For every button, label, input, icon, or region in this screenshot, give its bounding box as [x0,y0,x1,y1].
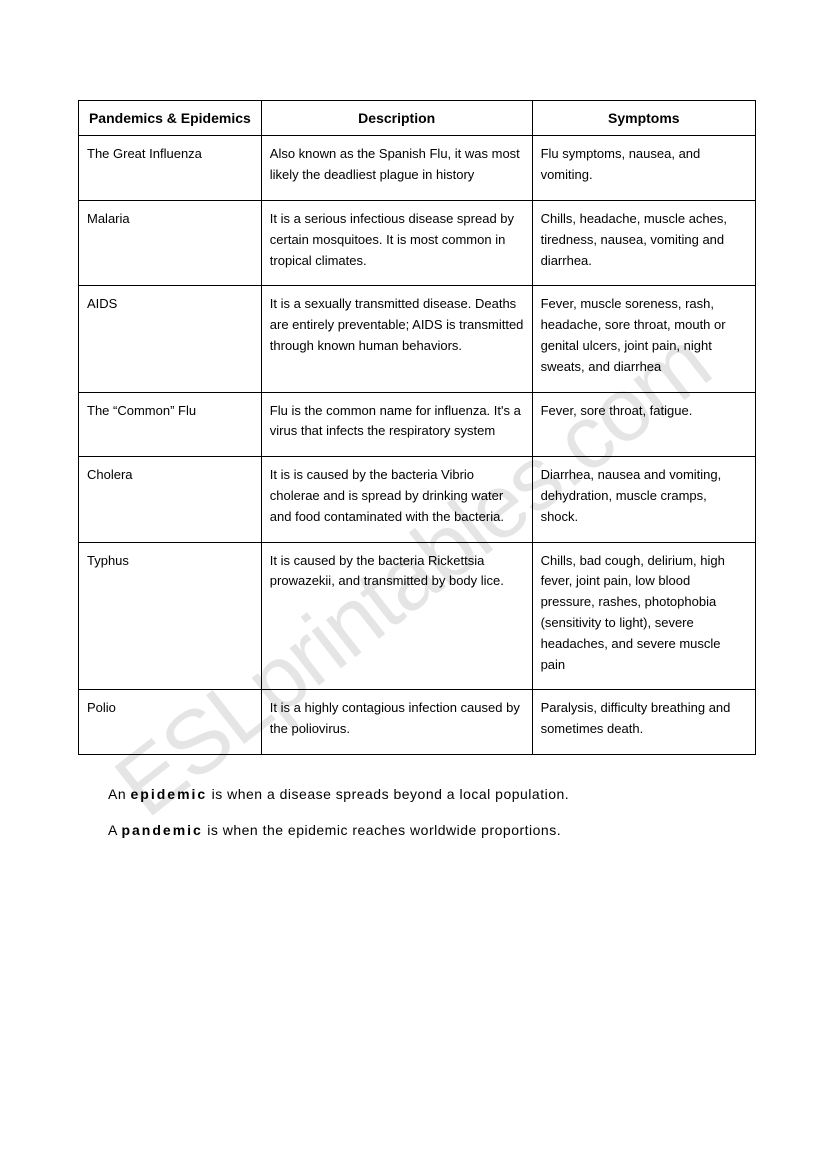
epidemic-definition: An epidemic is when a disease spreads be… [108,783,756,805]
disease-symptoms: Fever, muscle soreness, rash, headache, … [532,286,755,392]
table-row: The “Common” Flu Flu is the common name … [79,392,756,457]
definitions-section: An epidemic is when a disease spreads be… [78,783,756,842]
table-row: The Great Influenza Also known as the Sp… [79,136,756,201]
disease-name: Polio [79,690,262,755]
disease-name: The “Common” Flu [79,392,262,457]
disease-description: It is a highly contagious infection caus… [261,690,532,755]
disease-symptoms: Chills, bad cough, delirium, high fever,… [532,542,755,690]
table-header-row: Pandemics & Epidemics Description Sympto… [79,101,756,136]
table-row: Typhus It is caused by the bacteria Rick… [79,542,756,690]
disease-name: Typhus [79,542,262,690]
disease-symptoms: Flu symptoms, nausea, and vomiting. [532,136,755,201]
disease-name: The Great Influenza [79,136,262,201]
disease-symptoms: Diarrhea, nausea and vomiting, dehydrati… [532,457,755,542]
disease-name: Cholera [79,457,262,542]
disease-symptoms: Chills, headache, muscle aches, tirednes… [532,200,755,285]
diseases-table: Pandemics & Epidemics Description Sympto… [78,100,756,755]
disease-name: Malaria [79,200,262,285]
epidemic-term: epidemic [131,786,208,802]
table-row: Malaria It is a serious infectious disea… [79,200,756,285]
header-description: Description [261,101,532,136]
pandemic-term: pandemic [121,822,202,838]
pandemic-rest: is when the epidemic reaches worldwide p… [203,822,561,838]
table-row: Cholera It is is caused by the bacteria … [79,457,756,542]
disease-symptoms: Paralysis, difficulty breathing and some… [532,690,755,755]
disease-description: Flu is the common name for influenza. It… [261,392,532,457]
disease-description: Also known as the Spanish Flu, it was mo… [261,136,532,201]
pandemic-prefix: A [108,822,121,838]
table-row: AIDS It is a sexually transmitted diseas… [79,286,756,392]
header-pandemics: Pandemics & Epidemics [79,101,262,136]
disease-symptoms: Fever, sore throat, fatigue. [532,392,755,457]
table-row: Polio It is a highly contagious infectio… [79,690,756,755]
disease-description: It is caused by the bacteria Rickettsia … [261,542,532,690]
header-symptoms: Symptoms [532,101,755,136]
epidemic-rest: is when a disease spreads beyond a local… [207,786,569,802]
epidemic-prefix: An [108,786,131,802]
disease-description: It is is caused by the bacteria Vibrio c… [261,457,532,542]
disease-description: It is a serious infectious disease sprea… [261,200,532,285]
disease-description: It is a sexually transmitted disease. De… [261,286,532,392]
pandemic-definition: A pandemic is when the epidemic reaches … [108,819,756,841]
disease-name: AIDS [79,286,262,392]
